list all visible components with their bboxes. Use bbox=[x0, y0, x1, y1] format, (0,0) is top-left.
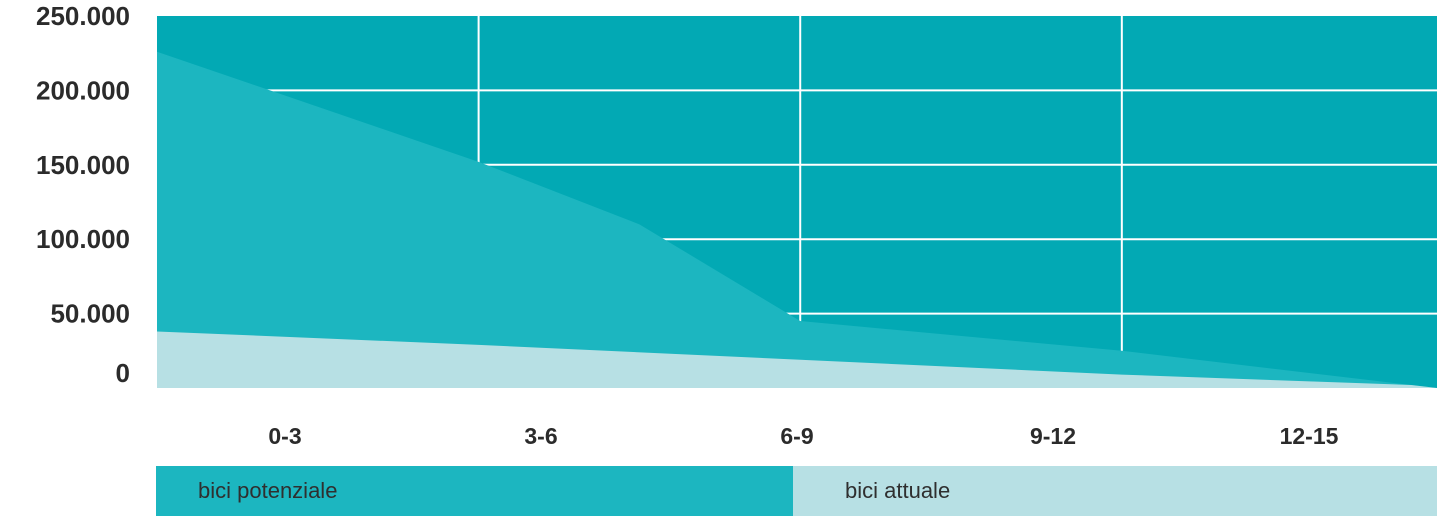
y-tick-label: 250.000 bbox=[36, 1, 130, 31]
y-tick-label: 150.000 bbox=[36, 150, 130, 180]
legend-label-bici-attuale: bici attuale bbox=[845, 478, 951, 503]
y-tick-label: 200.000 bbox=[36, 75, 130, 105]
x-tick-label: 6-9 bbox=[780, 423, 813, 449]
legend-label-bici-potenziale: bici potenziale bbox=[198, 478, 338, 503]
x-axis-ticks: 0-3 3-6 6-9 9-12 12-15 bbox=[268, 423, 1338, 449]
y-tick-label: 100.000 bbox=[36, 224, 130, 254]
legend-item-bici-attuale: bici attuale bbox=[793, 466, 1437, 516]
x-tick-label: 12-15 bbox=[1280, 423, 1339, 449]
y-tick-label: 0 bbox=[116, 358, 130, 388]
y-axis-ticks: 0 50.000 100.000 150.000 200.000 250.000 bbox=[36, 1, 130, 388]
y-tick-label: 50.000 bbox=[50, 299, 130, 329]
area-chart: 0 50.000 100.000 150.000 200.000 250.000 0-3 3… bbox=[36, 1, 1437, 449]
area-bici-potenziale bbox=[157, 51, 1437, 388]
x-tick-label: 0-3 bbox=[268, 423, 301, 449]
area-bici-attuale bbox=[157, 331, 1437, 388]
x-tick-label: 3-6 bbox=[524, 423, 557, 449]
x-tick-label: 9-12 bbox=[1030, 423, 1076, 449]
legend-item-bici-potenziale: bici potenziale bbox=[156, 466, 793, 516]
